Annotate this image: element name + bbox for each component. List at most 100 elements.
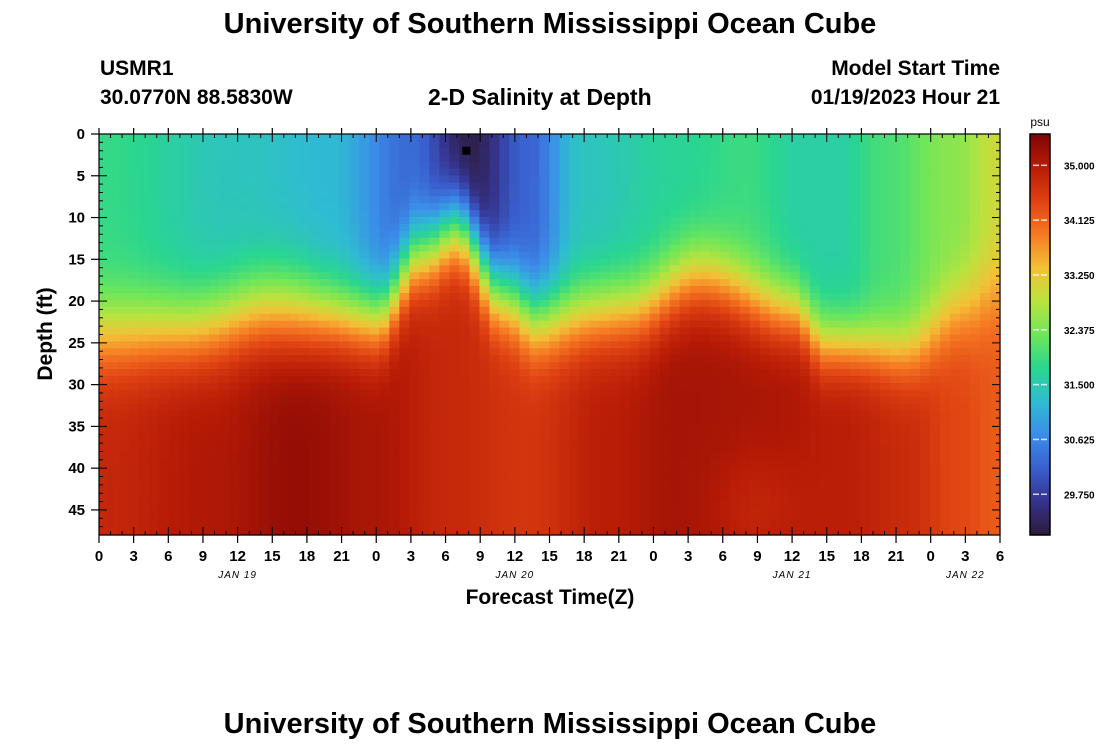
heatmap-cell bbox=[159, 140, 170, 149]
heatmap-cell bbox=[989, 341, 1001, 349]
heatmap-cell bbox=[839, 203, 851, 211]
heatmap-cell bbox=[419, 210, 430, 218]
heatmap-cell bbox=[589, 237, 601, 246]
heatmap-cell bbox=[509, 293, 521, 301]
heatmap-cell bbox=[559, 147, 571, 156]
heatmap-cell bbox=[849, 161, 861, 170]
heatmap-cell bbox=[379, 514, 390, 522]
heatmap-cell bbox=[689, 147, 701, 156]
heatmap-cell bbox=[849, 375, 861, 384]
heatmap-cell bbox=[509, 258, 521, 266]
heatmap-cell bbox=[759, 369, 771, 377]
heatmap-cell bbox=[169, 375, 180, 384]
heatmap-cell bbox=[369, 313, 380, 322]
heatmap-cell bbox=[559, 258, 571, 266]
heatmap-cell bbox=[179, 396, 190, 405]
heatmap-cell bbox=[549, 403, 561, 412]
heatmap-cell bbox=[499, 223, 511, 232]
heatmap-cell bbox=[799, 417, 811, 425]
heatmap-cell bbox=[229, 389, 240, 398]
heatmap-cell bbox=[289, 438, 300, 446]
heatmap-cell bbox=[379, 486, 390, 495]
heatmap-cell bbox=[599, 500, 611, 508]
heatmap-cell bbox=[709, 458, 721, 467]
heatmap-cell bbox=[549, 279, 561, 287]
heatmap-cell bbox=[619, 223, 631, 232]
heatmap-cell bbox=[239, 134, 250, 142]
heatmap-cell bbox=[359, 306, 370, 315]
heatmap-cell bbox=[929, 313, 941, 322]
heatmap-cell bbox=[649, 417, 661, 425]
heatmap-cell bbox=[169, 203, 180, 211]
heatmap-cell bbox=[819, 472, 831, 481]
heatmap-cell bbox=[879, 389, 891, 398]
heatmap-cell bbox=[959, 272, 971, 280]
heatmap-cell bbox=[539, 168, 551, 177]
heatmap-cell bbox=[639, 486, 651, 495]
heatmap-cell bbox=[389, 403, 400, 412]
heatmap-cell bbox=[849, 134, 861, 142]
heatmap-cell bbox=[669, 286, 681, 294]
heatmap-cell bbox=[329, 320, 340, 329]
heatmap-cell bbox=[729, 465, 741, 474]
heatmap-cell bbox=[969, 223, 981, 232]
heatmap-cell bbox=[299, 438, 310, 446]
heatmap-cell bbox=[699, 438, 711, 446]
heatmap-cell bbox=[359, 334, 370, 343]
heatmap-cell bbox=[429, 348, 440, 356]
heatmap-cell bbox=[969, 147, 981, 156]
heatmap-cell bbox=[909, 334, 921, 343]
heatmap-cell bbox=[969, 293, 981, 301]
heatmap-cell bbox=[899, 154, 911, 163]
heatmap-cell bbox=[109, 493, 120, 502]
heatmap-cell bbox=[519, 154, 531, 163]
heatmap-cell bbox=[519, 293, 531, 301]
heatmap-cell bbox=[429, 286, 440, 294]
heatmap-cell bbox=[129, 306, 140, 315]
heatmap-cell bbox=[319, 286, 330, 294]
heatmap-cell bbox=[389, 514, 400, 522]
heatmap-cell bbox=[779, 230, 791, 239]
heatmap-cell bbox=[249, 410, 260, 419]
heatmap-cell bbox=[149, 417, 160, 425]
heatmap-cell bbox=[119, 334, 130, 343]
heatmap-cell bbox=[959, 348, 971, 356]
heatmap-cell bbox=[849, 465, 861, 474]
heatmap-cell bbox=[369, 382, 380, 391]
heatmap-cell bbox=[709, 223, 721, 232]
heatmap-cell bbox=[249, 500, 260, 508]
heatmap-cell bbox=[809, 210, 821, 218]
heatmap-cell bbox=[729, 500, 741, 508]
heatmap-cell bbox=[879, 327, 891, 336]
heatmap-cell bbox=[909, 465, 921, 474]
heatmap-cell bbox=[309, 500, 320, 508]
heatmap-cell bbox=[889, 140, 901, 149]
heatmap-cell bbox=[719, 175, 731, 183]
heatmap-cell bbox=[579, 134, 591, 142]
heatmap-cell bbox=[719, 355, 731, 363]
heatmap-cell bbox=[479, 182, 491, 190]
heatmap-cell bbox=[389, 479, 400, 488]
heatmap-cell bbox=[109, 265, 120, 273]
heatmap-cell bbox=[309, 230, 320, 239]
heatmap-cell bbox=[439, 472, 450, 481]
heatmap-cell bbox=[969, 196, 981, 204]
heatmap-cell bbox=[569, 431, 581, 439]
heatmap-cell bbox=[529, 334, 541, 343]
heatmap-cell bbox=[789, 134, 801, 142]
heatmap-cell bbox=[269, 465, 280, 474]
heatmap-cell bbox=[319, 168, 330, 177]
heatmap-cell bbox=[359, 216, 370, 225]
heatmap-cell bbox=[379, 306, 390, 315]
heatmap-cell bbox=[99, 362, 110, 370]
heatmap-cell bbox=[289, 355, 300, 363]
heatmap-cell bbox=[389, 286, 400, 294]
heatmap-cell bbox=[299, 458, 310, 467]
heatmap-cell bbox=[769, 458, 781, 467]
heatmap-cell bbox=[119, 286, 130, 294]
heatmap-cell bbox=[879, 424, 891, 432]
heatmap-cell bbox=[919, 452, 931, 460]
heatmap-cell bbox=[759, 147, 771, 156]
heatmap-cell bbox=[589, 258, 601, 266]
heatmap-cell bbox=[869, 389, 881, 398]
